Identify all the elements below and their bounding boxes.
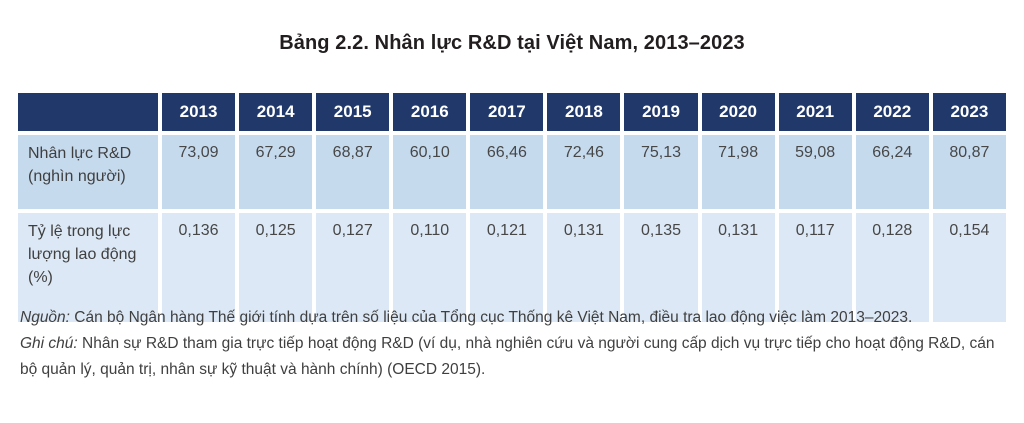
value-cell: 0,117 (778, 213, 852, 322)
year-header-cell: 2022 (855, 93, 929, 131)
year-header-cell: 2016 (393, 93, 467, 131)
value-cell: 0,136 (162, 213, 236, 322)
source-text: Cán bộ Ngân hàng Thế giới tính dựa trên … (69, 309, 913, 326)
value-cell: 0,127 (316, 213, 390, 322)
year-header-cell: 2020 (701, 93, 775, 131)
value-cell: 75,13 (624, 135, 698, 209)
value-cell: 68,87 (316, 135, 390, 209)
value-cell: 72,46 (547, 135, 621, 209)
table-header-row: 2013 2014 2015 2016 2017 2018 2019 2020 2021 2022… (18, 93, 1006, 131)
value-cell: 67,29 (239, 135, 313, 209)
year-header-cell: 2015 (316, 93, 390, 131)
value-cell: 0,154 (932, 213, 1006, 322)
value-cell: 0,110 (393, 213, 467, 322)
year-header-cell: 2013 (162, 93, 236, 131)
source-note: Nguồn: Cán bộ Ngân hàng Thế giới tính dự… (20, 305, 1008, 331)
row-label-cell: Nhân lực R&D (nghìn người) (18, 135, 158, 209)
table-row: Tỷ lệ trong lực lượng lao động (%) 0,136 0… (18, 213, 1006, 322)
source-label: Nguồn: (20, 309, 70, 326)
value-cell: 59,08 (778, 135, 852, 209)
value-cell: 0,135 (624, 213, 698, 322)
value-cell: 0,121 (470, 213, 544, 322)
year-header-cell: 2014 (239, 93, 313, 131)
table-container: 2013 2014 2015 2016 2017 2018 2019 2020 2021 2022… (14, 89, 1010, 326)
value-cell: 0,125 (239, 213, 313, 322)
year-header-cell: 2019 (624, 93, 698, 131)
table-body: Nhân lực R&D (nghìn người) 73,09 67,29 68,8… (18, 135, 1006, 322)
year-header-cell: 2017 (470, 93, 544, 131)
value-cell: 80,87 (932, 135, 1006, 209)
table-title: Bảng 2.2. Nhân lực R&D tại Việt Nam, 201… (279, 32, 745, 54)
value-cell: 60,10 (393, 135, 467, 209)
value-cell: 66,24 (855, 135, 929, 209)
value-cell: 0,131 (701, 213, 775, 322)
year-header-cell: 2021 (778, 93, 852, 131)
note-label: Ghi chú: (20, 335, 78, 352)
table-row: Nhân lực R&D (nghìn người) 73,09 67,29 68,8… (18, 135, 1006, 209)
value-cell: 73,09 (162, 135, 236, 209)
corner-cell (18, 93, 158, 131)
rnd-data-table: 2013 2014 2015 2016 2017 2018 2019 2020 2021 2022… (14, 89, 1010, 326)
value-cell: 0,128 (855, 213, 929, 322)
explanatory-note: Ghi chú: Nhân sự R&D tham gia trực tiếp … (20, 331, 1008, 383)
row-label-cell: Tỷ lệ trong lực lượng lao động (%) (18, 213, 158, 322)
table-notes: Nguồn: Cán bộ Ngân hàng Thế giới tính dự… (20, 305, 1008, 383)
value-cell: 71,98 (701, 135, 775, 209)
year-header-cell: 2018 (547, 93, 621, 131)
note-text: Nhân sự R&D tham gia trực tiếp hoạt động… (20, 335, 995, 378)
year-header-cell: 2023 (932, 93, 1006, 131)
value-cell: 66,46 (470, 135, 544, 209)
value-cell: 0,131 (547, 213, 621, 322)
